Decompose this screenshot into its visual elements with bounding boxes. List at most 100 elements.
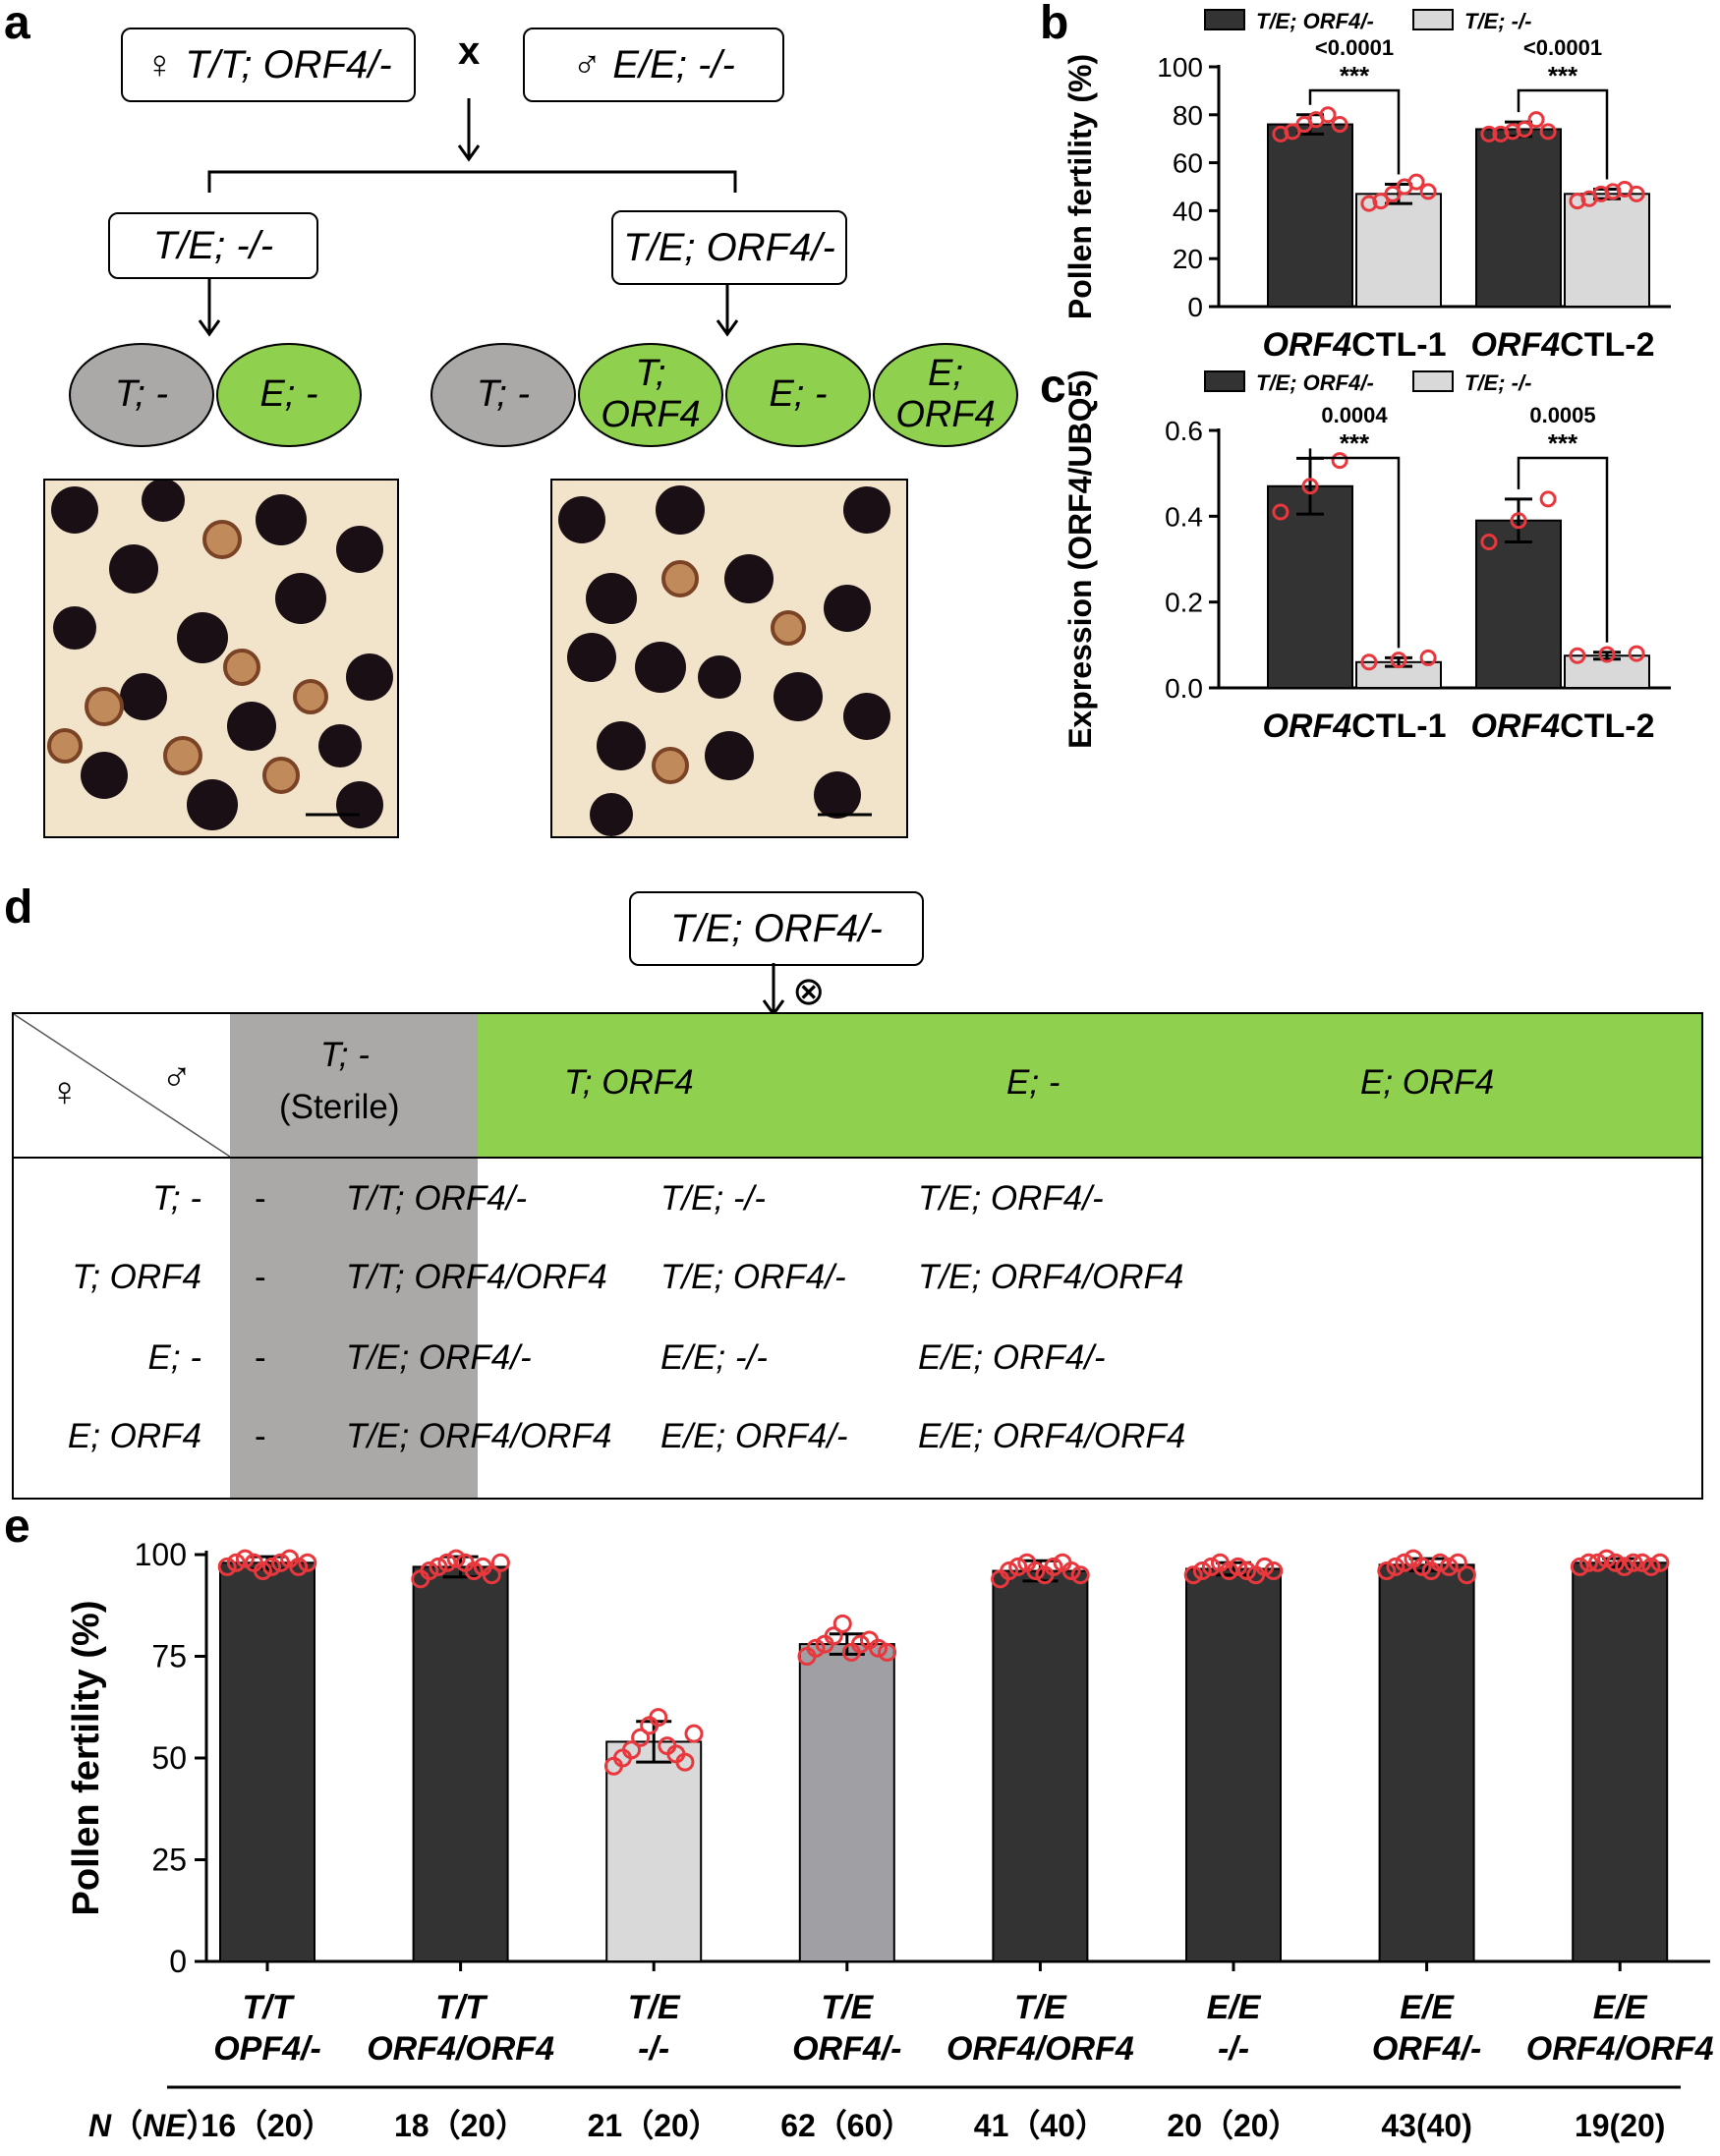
pollen-right-svg xyxy=(552,481,906,836)
data-point xyxy=(429,1557,448,1576)
data-point xyxy=(490,1553,510,1572)
data-point xyxy=(1628,645,1645,662)
data-point xyxy=(1377,1561,1397,1581)
data-point xyxy=(253,1561,272,1581)
punnett-cell-r2-c4: T/E; ORF4/ORF4 xyxy=(918,1258,1184,1296)
data-point xyxy=(684,1724,704,1743)
data-point xyxy=(1255,1557,1275,1576)
panel-letter-b: b xyxy=(1040,0,1069,49)
category-label-line2: -/- xyxy=(638,2030,669,2068)
data-point xyxy=(1510,512,1527,530)
punnett-cell-r2-c1: - xyxy=(255,1258,266,1296)
y-tick-label: 20 xyxy=(1173,244,1203,274)
punnett-cell-r4-c3: E/E; ORF4/- xyxy=(660,1417,848,1455)
category-italic: ORF4 xyxy=(1262,708,1351,745)
chart-b: 0 20 40 60 80 100 Pollen fertility (%) T/E; ORF… xyxy=(1062,9,1671,364)
n-label-paren-open: （ xyxy=(111,2108,143,2143)
punnett-header-row xyxy=(14,1014,1701,1159)
data-point xyxy=(1386,1557,1405,1576)
category-label-line2: ORF4/ORF4 xyxy=(946,2030,1134,2068)
punnett-cell-r3-c1: - xyxy=(255,1338,266,1377)
n-value: 21（20） xyxy=(588,2108,720,2143)
y-tick-label: 100 xyxy=(135,1537,187,1572)
row-header-4: E; ORF4 xyxy=(67,1417,201,1455)
data-point xyxy=(1008,1557,1028,1576)
category-italic: ORF4 xyxy=(1470,708,1560,745)
data-point xyxy=(1527,111,1545,129)
panel-letter-a: a xyxy=(4,0,30,49)
data-point xyxy=(1192,1561,1212,1581)
n-value: 20（20） xyxy=(1167,2108,1299,2143)
y-tick-label: 25 xyxy=(151,1843,187,1878)
y-tick-label: 0.2 xyxy=(1165,588,1203,618)
data-point xyxy=(1395,1553,1414,1572)
data-point xyxy=(482,1565,501,1585)
y-tick-label: 75 xyxy=(151,1639,187,1674)
category-label-line1: E/E xyxy=(1207,1989,1262,2026)
category-label-line1: T/T xyxy=(243,1989,296,2026)
data-point xyxy=(1439,1557,1459,1576)
corner-diagonal xyxy=(14,1014,230,1157)
y-tick-label: 60 xyxy=(1173,148,1203,179)
n-label-ne: NE xyxy=(143,2108,188,2143)
n-value: 43(40) xyxy=(1381,2108,1472,2143)
bar xyxy=(1267,123,1353,308)
category-label-line1: T/E xyxy=(1014,1989,1067,2026)
data-point xyxy=(1480,534,1498,551)
data-point xyxy=(1641,1557,1661,1576)
bar xyxy=(1564,193,1650,309)
category-label-line1: T/T xyxy=(435,1989,488,2026)
data-point xyxy=(675,1752,695,1772)
data-point xyxy=(1457,1565,1476,1585)
row-header-1: T; - xyxy=(152,1179,201,1218)
y-tick-label: 100 xyxy=(1157,52,1203,83)
data-point xyxy=(1569,647,1586,664)
bar xyxy=(605,1740,703,1962)
corner-male-symbol: ♂ xyxy=(161,1053,193,1100)
data-point xyxy=(464,1561,484,1581)
data-point xyxy=(1598,646,1616,663)
punnett-cell-r1-c4: T/E; ORF4/- xyxy=(918,1179,1104,1218)
legend-label: T/E; ORF4/- xyxy=(1256,9,1374,33)
data-point xyxy=(832,1614,852,1633)
gamete-right-3: E; - xyxy=(725,343,871,447)
data-point xyxy=(1319,106,1337,124)
data-point xyxy=(1284,123,1301,141)
category-label-line2: ORF4/ORF4 xyxy=(367,2030,554,2068)
corner-female-symbol: ♀ xyxy=(49,1068,81,1114)
punnett-cell-r2-c3: T/E; ORF4/- xyxy=(660,1258,846,1296)
data-point xyxy=(1430,1553,1450,1572)
bar xyxy=(1378,1563,1475,1962)
p-value: 0.0005 xyxy=(1529,403,1595,427)
category-label-line1: E/E xyxy=(1593,1989,1648,2026)
p-value: 0.0004 xyxy=(1321,403,1388,427)
category-rest: CTL-1 xyxy=(1351,708,1446,745)
data-point xyxy=(1272,503,1290,521)
data-point xyxy=(1633,1553,1652,1572)
data-point xyxy=(1390,652,1407,669)
n-label: N（NE） xyxy=(88,2108,218,2143)
y-tick-label: 50 xyxy=(151,1740,187,1776)
legend-swatch xyxy=(1412,9,1454,30)
significance-bracket xyxy=(1517,88,1609,180)
col-header-2: T; ORF4 xyxy=(564,1063,694,1102)
category-label-line2: -/- xyxy=(1218,2030,1249,2068)
data-point xyxy=(1628,185,1645,202)
gamete-left-1: T; - xyxy=(69,343,214,447)
data-point xyxy=(850,1634,870,1654)
punnett-cell-r4-c2: T/E; ORF4/ORF4 xyxy=(346,1417,612,1455)
y-tick-label: 0.6 xyxy=(1165,416,1203,446)
gamete-left-2: E; - xyxy=(216,343,362,447)
data-point xyxy=(437,1553,457,1572)
data-point xyxy=(1070,1565,1090,1585)
gamete-right-4: E; ORF4 xyxy=(873,343,1018,447)
punnett-cell-r4-c4: E/E; ORF4/ORF4 xyxy=(918,1417,1186,1455)
data-point xyxy=(1360,653,1378,671)
significance-stars: *** xyxy=(1548,61,1578,90)
punnett-cell-r3-c4: E/E; ORF4/- xyxy=(918,1338,1106,1377)
data-point xyxy=(446,1549,466,1568)
significance-bracket xyxy=(1308,448,1401,649)
data-point xyxy=(289,1557,309,1576)
gamete-right-1: T; - xyxy=(430,343,576,447)
fertile-header-bg xyxy=(478,1014,1701,1157)
